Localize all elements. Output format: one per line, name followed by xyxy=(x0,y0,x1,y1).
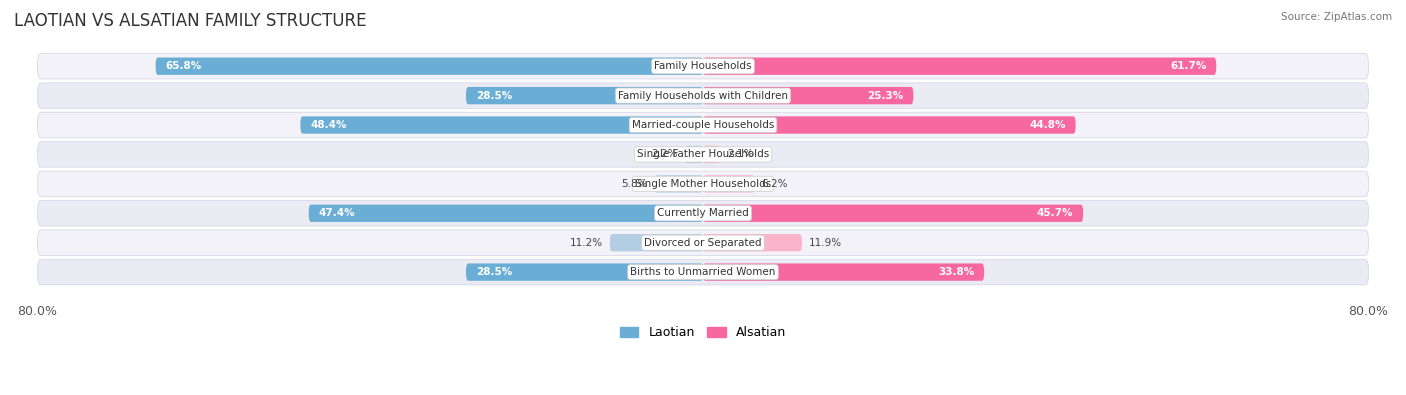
Text: LAOTIAN VS ALSATIAN FAMILY STRUCTURE: LAOTIAN VS ALSATIAN FAMILY STRUCTURE xyxy=(14,12,367,30)
FancyBboxPatch shape xyxy=(38,112,1368,138)
FancyBboxPatch shape xyxy=(655,175,703,192)
FancyBboxPatch shape xyxy=(309,205,703,222)
FancyBboxPatch shape xyxy=(38,83,1368,108)
Text: 11.2%: 11.2% xyxy=(569,238,603,248)
Text: 6.2%: 6.2% xyxy=(761,179,787,189)
FancyBboxPatch shape xyxy=(703,87,914,104)
Text: 25.3%: 25.3% xyxy=(868,90,904,101)
Text: 28.5%: 28.5% xyxy=(475,267,512,277)
FancyBboxPatch shape xyxy=(685,146,703,163)
FancyBboxPatch shape xyxy=(703,58,1216,75)
Text: Currently Married: Currently Married xyxy=(657,208,749,218)
FancyBboxPatch shape xyxy=(703,205,1083,222)
FancyBboxPatch shape xyxy=(38,201,1368,226)
FancyBboxPatch shape xyxy=(38,260,1368,285)
FancyBboxPatch shape xyxy=(301,117,703,134)
FancyBboxPatch shape xyxy=(610,234,703,251)
Text: 2.1%: 2.1% xyxy=(727,149,754,160)
Text: Single Father Households: Single Father Households xyxy=(637,149,769,160)
Text: 47.4%: 47.4% xyxy=(319,208,356,218)
Text: 61.7%: 61.7% xyxy=(1170,61,1206,71)
Text: 5.8%: 5.8% xyxy=(621,179,648,189)
Text: 48.4%: 48.4% xyxy=(311,120,347,130)
FancyBboxPatch shape xyxy=(156,58,703,75)
Text: 44.8%: 44.8% xyxy=(1029,120,1066,130)
Text: 11.9%: 11.9% xyxy=(808,238,842,248)
Text: Family Households with Children: Family Households with Children xyxy=(619,90,787,101)
FancyBboxPatch shape xyxy=(38,142,1368,167)
FancyBboxPatch shape xyxy=(465,263,703,281)
Text: Births to Unmarried Women: Births to Unmarried Women xyxy=(630,267,776,277)
FancyBboxPatch shape xyxy=(38,171,1368,197)
Text: 2.2%: 2.2% xyxy=(651,149,678,160)
Text: 33.8%: 33.8% xyxy=(938,267,974,277)
Text: Single Mother Households: Single Mother Households xyxy=(636,179,770,189)
Text: 65.8%: 65.8% xyxy=(166,61,202,71)
Text: Family Households: Family Households xyxy=(654,61,752,71)
FancyBboxPatch shape xyxy=(703,117,1076,134)
Text: Source: ZipAtlas.com: Source: ZipAtlas.com xyxy=(1281,12,1392,22)
FancyBboxPatch shape xyxy=(703,263,984,281)
Text: Divorced or Separated: Divorced or Separated xyxy=(644,238,762,248)
Text: 28.5%: 28.5% xyxy=(475,90,512,101)
FancyBboxPatch shape xyxy=(703,234,801,251)
FancyBboxPatch shape xyxy=(38,53,1368,79)
FancyBboxPatch shape xyxy=(703,146,720,163)
Text: Married-couple Households: Married-couple Households xyxy=(631,120,775,130)
FancyBboxPatch shape xyxy=(38,230,1368,256)
Legend: Laotian, Alsatian: Laotian, Alsatian xyxy=(614,321,792,344)
Text: 45.7%: 45.7% xyxy=(1036,208,1073,218)
FancyBboxPatch shape xyxy=(703,175,755,192)
FancyBboxPatch shape xyxy=(465,87,703,104)
